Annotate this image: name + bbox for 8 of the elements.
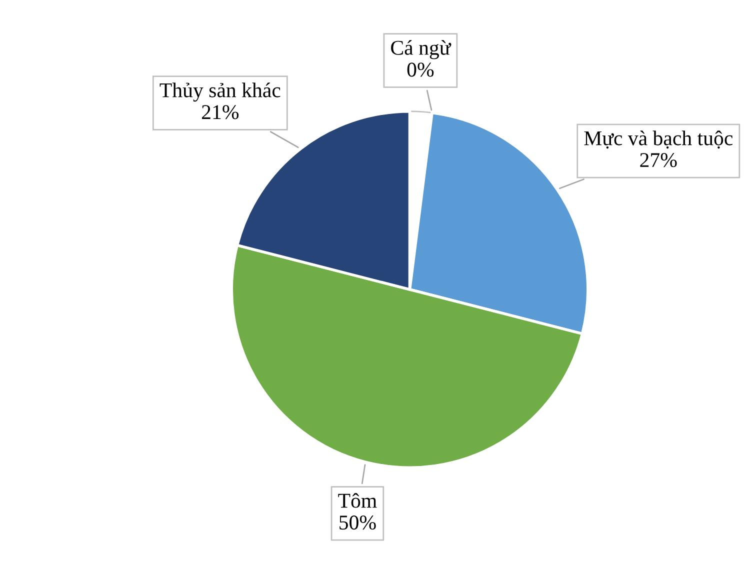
slice-label: Mực và bạch tuộc <box>584 130 733 149</box>
slice-label: Thủy sản khác <box>160 82 280 102</box>
data-label: 27% <box>640 153 677 168</box>
category-label: Cá ngừ <box>391 40 452 60</box>
text: 0% <box>407 62 434 77</box>
data-label: 50% <box>340 516 376 530</box>
data-label: 21% <box>202 105 239 120</box>
slice-label: Tôm <box>338 493 377 508</box>
